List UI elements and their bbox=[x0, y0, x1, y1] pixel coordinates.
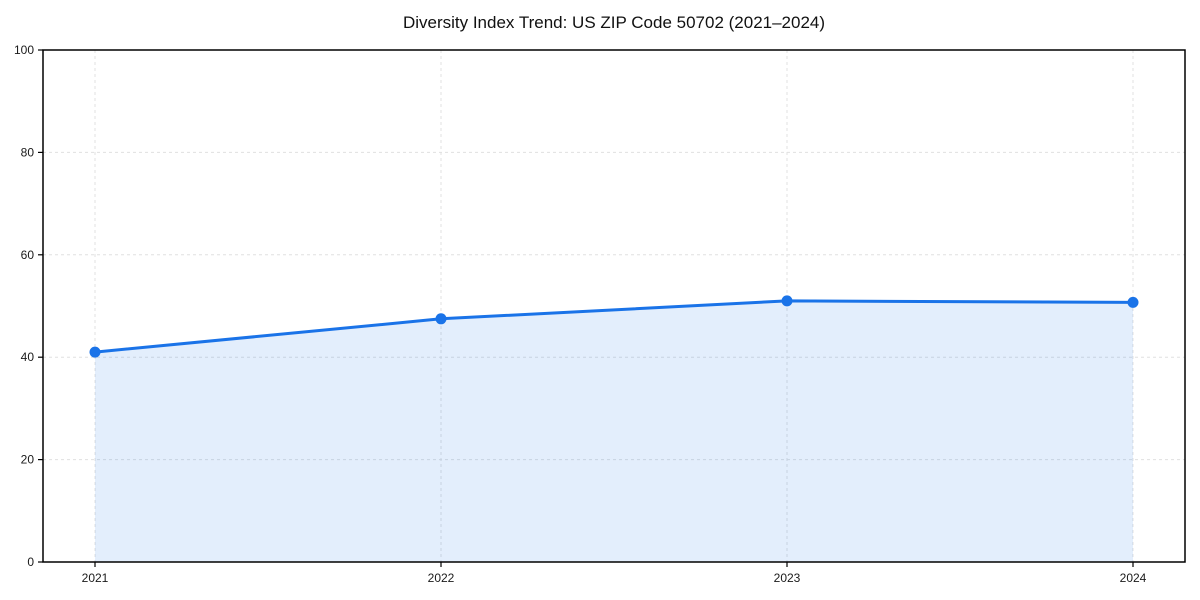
plot-border bbox=[42, 49, 1186, 563]
x-axis-tick-label: 2023 bbox=[774, 571, 801, 585]
y-axis-tick-label: 100 bbox=[14, 43, 34, 57]
area-fill bbox=[95, 300, 1133, 562]
y-axis-tick-label: 40 bbox=[21, 350, 35, 364]
plot-area: 0 20 40 60 80 100 2021 2022 2023 2024 bbox=[14, 43, 1186, 585]
x-axis-tick-label: 2024 bbox=[1120, 571, 1147, 585]
y-axis-tick-label: 20 bbox=[21, 453, 35, 467]
y-axis-tick-label: 80 bbox=[21, 145, 35, 159]
chart-title: Diversity Index Trend: US ZIP Code 50702… bbox=[403, 13, 825, 32]
data-point-marker bbox=[89, 346, 101, 358]
y-axis-tick-label: 0 bbox=[27, 555, 34, 569]
trend-line bbox=[93, 299, 1135, 354]
y-axis-tick-label: 60 bbox=[21, 248, 35, 262]
data-point-marker bbox=[781, 295, 793, 307]
x-axis-tick-label: 2022 bbox=[428, 571, 455, 585]
data-point-marker bbox=[1127, 296, 1139, 308]
data-point-marker bbox=[435, 313, 447, 325]
x-axis-tick-label: 2021 bbox=[82, 571, 109, 585]
